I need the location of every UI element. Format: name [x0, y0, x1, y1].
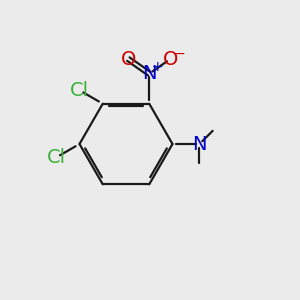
- Text: −: −: [173, 47, 185, 61]
- Text: O: O: [121, 50, 136, 69]
- Text: O: O: [163, 50, 178, 69]
- Text: N: N: [192, 134, 207, 154]
- Text: Cl: Cl: [70, 81, 89, 100]
- Text: Cl: Cl: [46, 148, 66, 167]
- Text: N: N: [142, 64, 157, 83]
- Text: +: +: [152, 60, 164, 74]
